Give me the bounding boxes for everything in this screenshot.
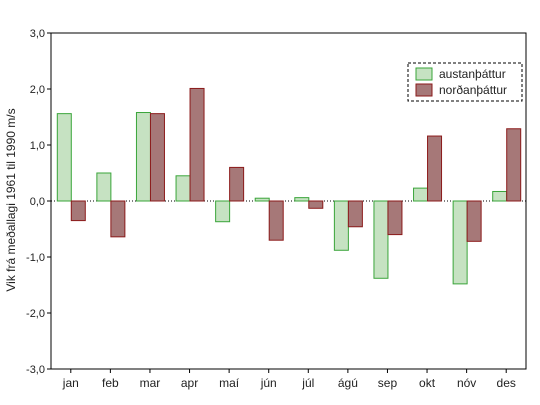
bar-nordan-nóv xyxy=(466,200,482,242)
bar-austan-jan xyxy=(56,113,72,202)
y-tick-label: 1,0 xyxy=(30,140,45,152)
x-tick-label: jan xyxy=(62,376,79,390)
bar-nordan-feb xyxy=(110,200,126,238)
y-tick-label: -3,0 xyxy=(26,364,45,376)
bar-nordan-júl xyxy=(308,200,324,209)
legend-swatch-austan xyxy=(415,67,433,81)
legend-label-austan: austanþáttur xyxy=(439,67,506,81)
bar-austan-maí xyxy=(215,200,231,223)
bar-austan-mar xyxy=(135,112,151,202)
y-tick-label: -1,0 xyxy=(26,252,45,264)
x-tick-label: jún xyxy=(260,376,277,390)
y-tick-label: -2,0 xyxy=(26,308,45,320)
x-axis: jan feb mar apr maí jún júl ágú sep okt nóv des xyxy=(62,369,516,390)
x-tick-label: apr xyxy=(181,376,198,390)
legend-swatch-nordan xyxy=(415,83,433,97)
x-tick-label: mar xyxy=(140,376,161,390)
x-tick-label: ágú xyxy=(338,376,358,390)
bar-austan-okt xyxy=(413,187,429,202)
y-tick-label: 2,0 xyxy=(30,84,45,96)
y-axis-title: Vik frá meðallagi 1961 til 1990 m/s xyxy=(4,108,18,291)
bar-austan-júl xyxy=(294,197,310,202)
bar-nordan-mar xyxy=(149,113,165,202)
x-tick-label: okt xyxy=(419,376,436,390)
bar-nordan-ágú xyxy=(347,200,363,228)
bar-nordan-jún xyxy=(268,200,284,241)
bar-austan-jún xyxy=(254,197,270,202)
bar-nordan-apr xyxy=(189,87,205,202)
y-tick-label: 3,0 xyxy=(30,28,45,40)
bar-austan-ágú xyxy=(333,200,349,251)
legend: austanþáttur norðanþáttur xyxy=(407,62,523,102)
bar-austan-apr xyxy=(175,175,191,202)
x-tick-label: júl xyxy=(301,376,314,390)
x-tick-label: feb xyxy=(102,376,119,390)
x-tick-label: des xyxy=(497,376,516,390)
bar-austan-des xyxy=(492,190,508,202)
bar-nordan-okt xyxy=(427,135,443,202)
bar-austan-nóv xyxy=(452,200,468,285)
x-tick-label: sep xyxy=(378,376,398,390)
y-axis: -3,0 -2,0 -1,0 0,0 1,0 2,0 3,0 xyxy=(26,28,51,376)
bars-group xyxy=(56,87,522,285)
y-tick-label: 0,0 xyxy=(30,196,45,208)
legend-label-nordan: norðanþáttur xyxy=(439,83,507,97)
bar-nordan-sep xyxy=(387,200,403,236)
bar-nordan-jan xyxy=(70,200,86,222)
x-tick-label: nóv xyxy=(457,376,476,390)
x-tick-label: maí xyxy=(219,376,240,390)
bar-nordan-des xyxy=(506,128,522,202)
bar-austan-feb xyxy=(96,172,112,202)
bar-nordan-maí xyxy=(229,166,245,202)
bar-austan-sep xyxy=(373,200,389,279)
